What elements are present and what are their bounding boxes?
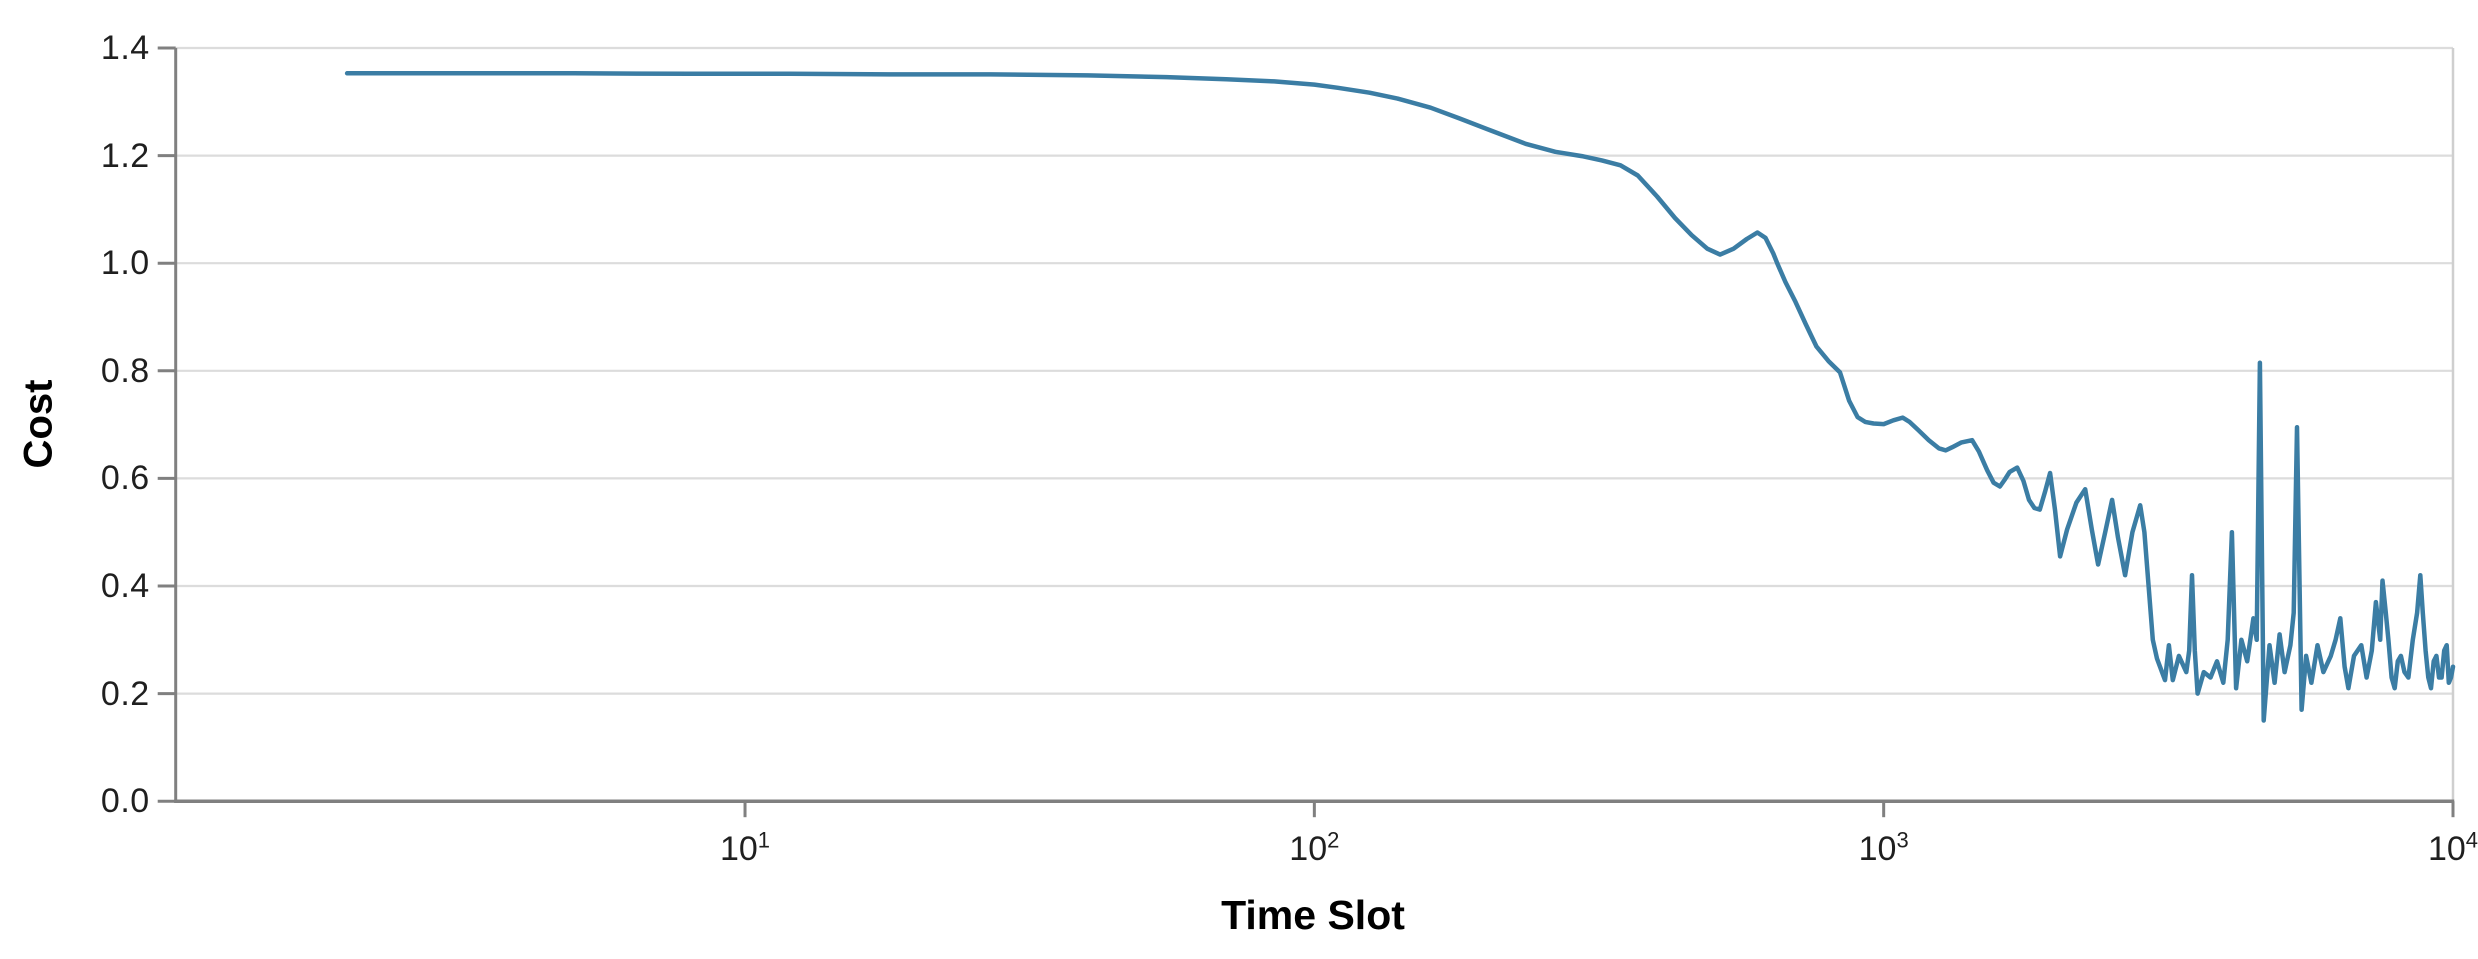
y-tick-label: 0.2 [100, 674, 150, 713]
y-tick-label: 0.8 [100, 351, 150, 390]
y-tick-label: 0.4 [100, 567, 150, 605]
x-tick-label: 103 [1814, 827, 1954, 869]
x-tick-exponent: 1 [757, 827, 771, 853]
x-tick-label: 102 [1244, 827, 1384, 869]
x-tick-base: 10 [2427, 830, 2466, 869]
x-tick-exponent: 4 [2465, 827, 2478, 853]
x-tick-base: 10 [719, 830, 758, 869]
y-tick-label: 0.6 [100, 459, 150, 498]
y-tick-label: 0.0 [100, 782, 150, 821]
x-tick-base: 10 [1858, 830, 1897, 869]
x-tick-base: 10 [1289, 830, 1328, 869]
x-tick-exponent: 3 [1896, 827, 1909, 853]
y-tick-label: 1.0 [100, 244, 150, 283]
x-tick-exponent: 2 [1327, 827, 1340, 853]
x-tick-label: 104 [2383, 827, 2478, 869]
x-axis-label: Time Slot [1221, 892, 1405, 938]
y-tick-label: 1.2 [100, 136, 150, 175]
cost-line [344, 71, 2456, 723]
y-axis-label: Cost [16, 379, 61, 469]
x-tick-label: 101 [675, 827, 815, 869]
y-tick-label: 1.4 [100, 29, 150, 67]
